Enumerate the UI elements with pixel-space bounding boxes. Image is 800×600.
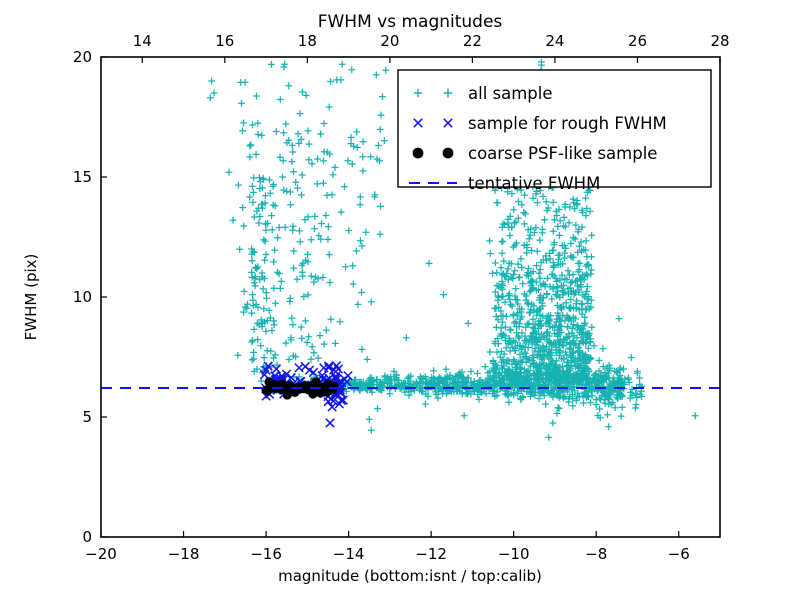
x-tick-label: −6 [668,545,690,563]
x-axis-label: magnitude (bottom:isnt / top:calib) [278,567,542,585]
x-tick-label: −18 [168,545,200,563]
y-tick-label: 5 [82,408,92,426]
chart-title: FWHM vs magnitudes [318,12,503,32]
legend-label: coarse PSF-like sample [468,144,657,163]
legend-entry: coarse PSF-like sample [412,144,657,163]
x-tick-label: −12 [415,545,447,563]
chart-legend: all sample sample for rough FWHM coarse PS… [397,69,712,193]
x-tick-label: −8 [585,545,607,563]
y-tick-label: 0 [82,528,92,546]
y-tick-label: 15 [73,168,92,186]
legend-label: all sample [468,84,553,103]
legend-label: sample for rough FWHM [468,114,667,133]
y-tick-label: 10 [73,288,92,306]
plot-frame [100,56,721,538]
x-tick-label-top: 14 [133,32,152,50]
x-tick-label-top: 18 [298,32,317,50]
axis-ticks: −20 −18 −16 −14 −12 −10 −8 −6 14 16 18 20 22 24 26 28 0 5… [73,32,730,563]
legend-label: tentative FWHM [468,174,600,193]
x-tick-label-top: 20 [380,32,399,50]
legend-entry: all sample [413,84,553,103]
x-tick-label-top: 24 [545,32,564,50]
series-sample-for-rough-fwhm [259,361,353,428]
x-tick-label: −14 [333,545,365,563]
x-tick-label-top: 22 [463,32,482,50]
y-tick-label: 20 [73,48,92,66]
legend-box [397,69,712,188]
legend-entry: tentative FWHM [409,174,600,193]
x-tick-label-top: 26 [628,32,647,50]
legend-entry: sample for rough FWHM [413,114,667,133]
x-tick-label: −16 [250,545,282,563]
x-tick-label-top: 16 [215,32,234,50]
y-axis-label: FWHM (pix) [22,254,40,341]
x-tick-label: −20 [85,545,117,563]
x-tick-label: −10 [498,545,530,563]
x-tick-label-top: 28 [710,32,729,50]
series-all-sample [206,58,699,441]
